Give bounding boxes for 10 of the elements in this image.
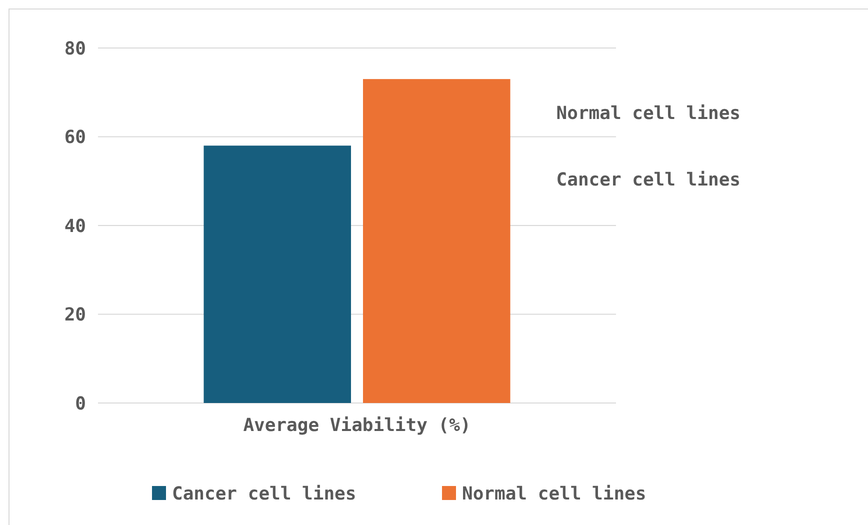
y-tick-label: 0 — [75, 393, 86, 414]
y-tick-label: 20 — [64, 304, 86, 326]
y-tick-label: 40 — [64, 216, 86, 237]
y-tick-label: 80 — [64, 38, 86, 60]
legend-label: Cancer cell lines — [172, 483, 356, 504]
legend-label: Normal cell lines — [462, 483, 646, 504]
text: Cancer cell lines — [556, 170, 741, 191]
x-tick-label: Average Viability (%) — [243, 415, 471, 436]
y-tick-label: 60 — [64, 127, 86, 148]
text: Normal cell lines — [556, 103, 741, 124]
